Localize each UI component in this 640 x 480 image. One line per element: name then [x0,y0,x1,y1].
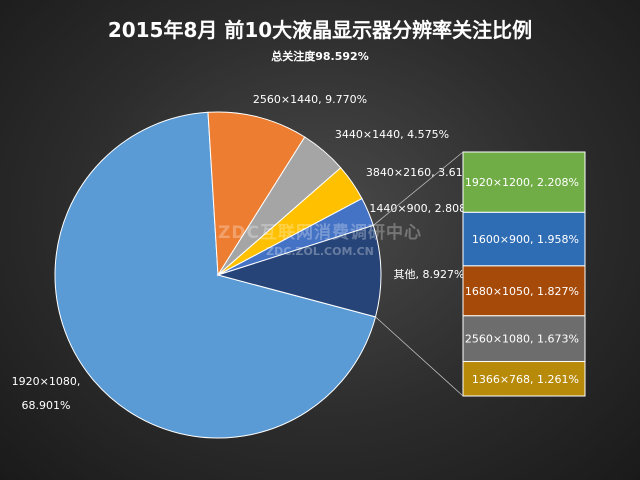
pie-slice-1920x1080 [54,111,377,439]
connector-line-top [373,151,464,226]
chart-subtitle: 总关注度98.592% [0,48,640,64]
bar-segment-2560x1080 [462,315,586,363]
chart-title: 2015年8月 前10大液晶显示器分辨率关注比例 [107,18,533,42]
pie-label-1920x1080: 1920×1080, 68.901% [12,375,81,412]
pie-label-other: 其他, 8.927% [394,268,465,281]
bar-label-1366x768: 1366×768, 1.261% [472,373,579,386]
watermark-url: ZDC.ZOL.COM.CN [266,245,374,258]
bar-segment-1920x1200 [462,151,586,213]
subtitle-prefix: 总关注度 [271,50,316,63]
pie-slice-other [216,224,382,318]
bar-label-2560x1080: 2560×1080, 1.673% [465,333,579,346]
bar-label-1680x1050: 1680×1050, 1.827% [465,285,579,298]
connector-line-bottom [375,316,464,397]
pie-label-3440x1440: 3440×1440, 4.575% [335,128,449,141]
bar-label-1600x900: 1600×900, 1.958% [472,233,579,246]
pie-label-3840x2160: 3840×2160, 3.611% [366,166,480,179]
subtitle-value: 98.592% [315,50,369,63]
bar-segment-1366x768 [462,361,586,397]
watermark: ZDC互联网消费调研中心 [218,223,422,243]
pie-slice-2560x1440 [207,111,306,277]
pie-label-2560x1440: 2560×1440, 9.770% [253,93,367,106]
bar-label-1920x1200: 1920×1200, 2.208% [465,176,579,189]
pie-label-1440x900: 1440×900, 2.808% [369,202,476,215]
